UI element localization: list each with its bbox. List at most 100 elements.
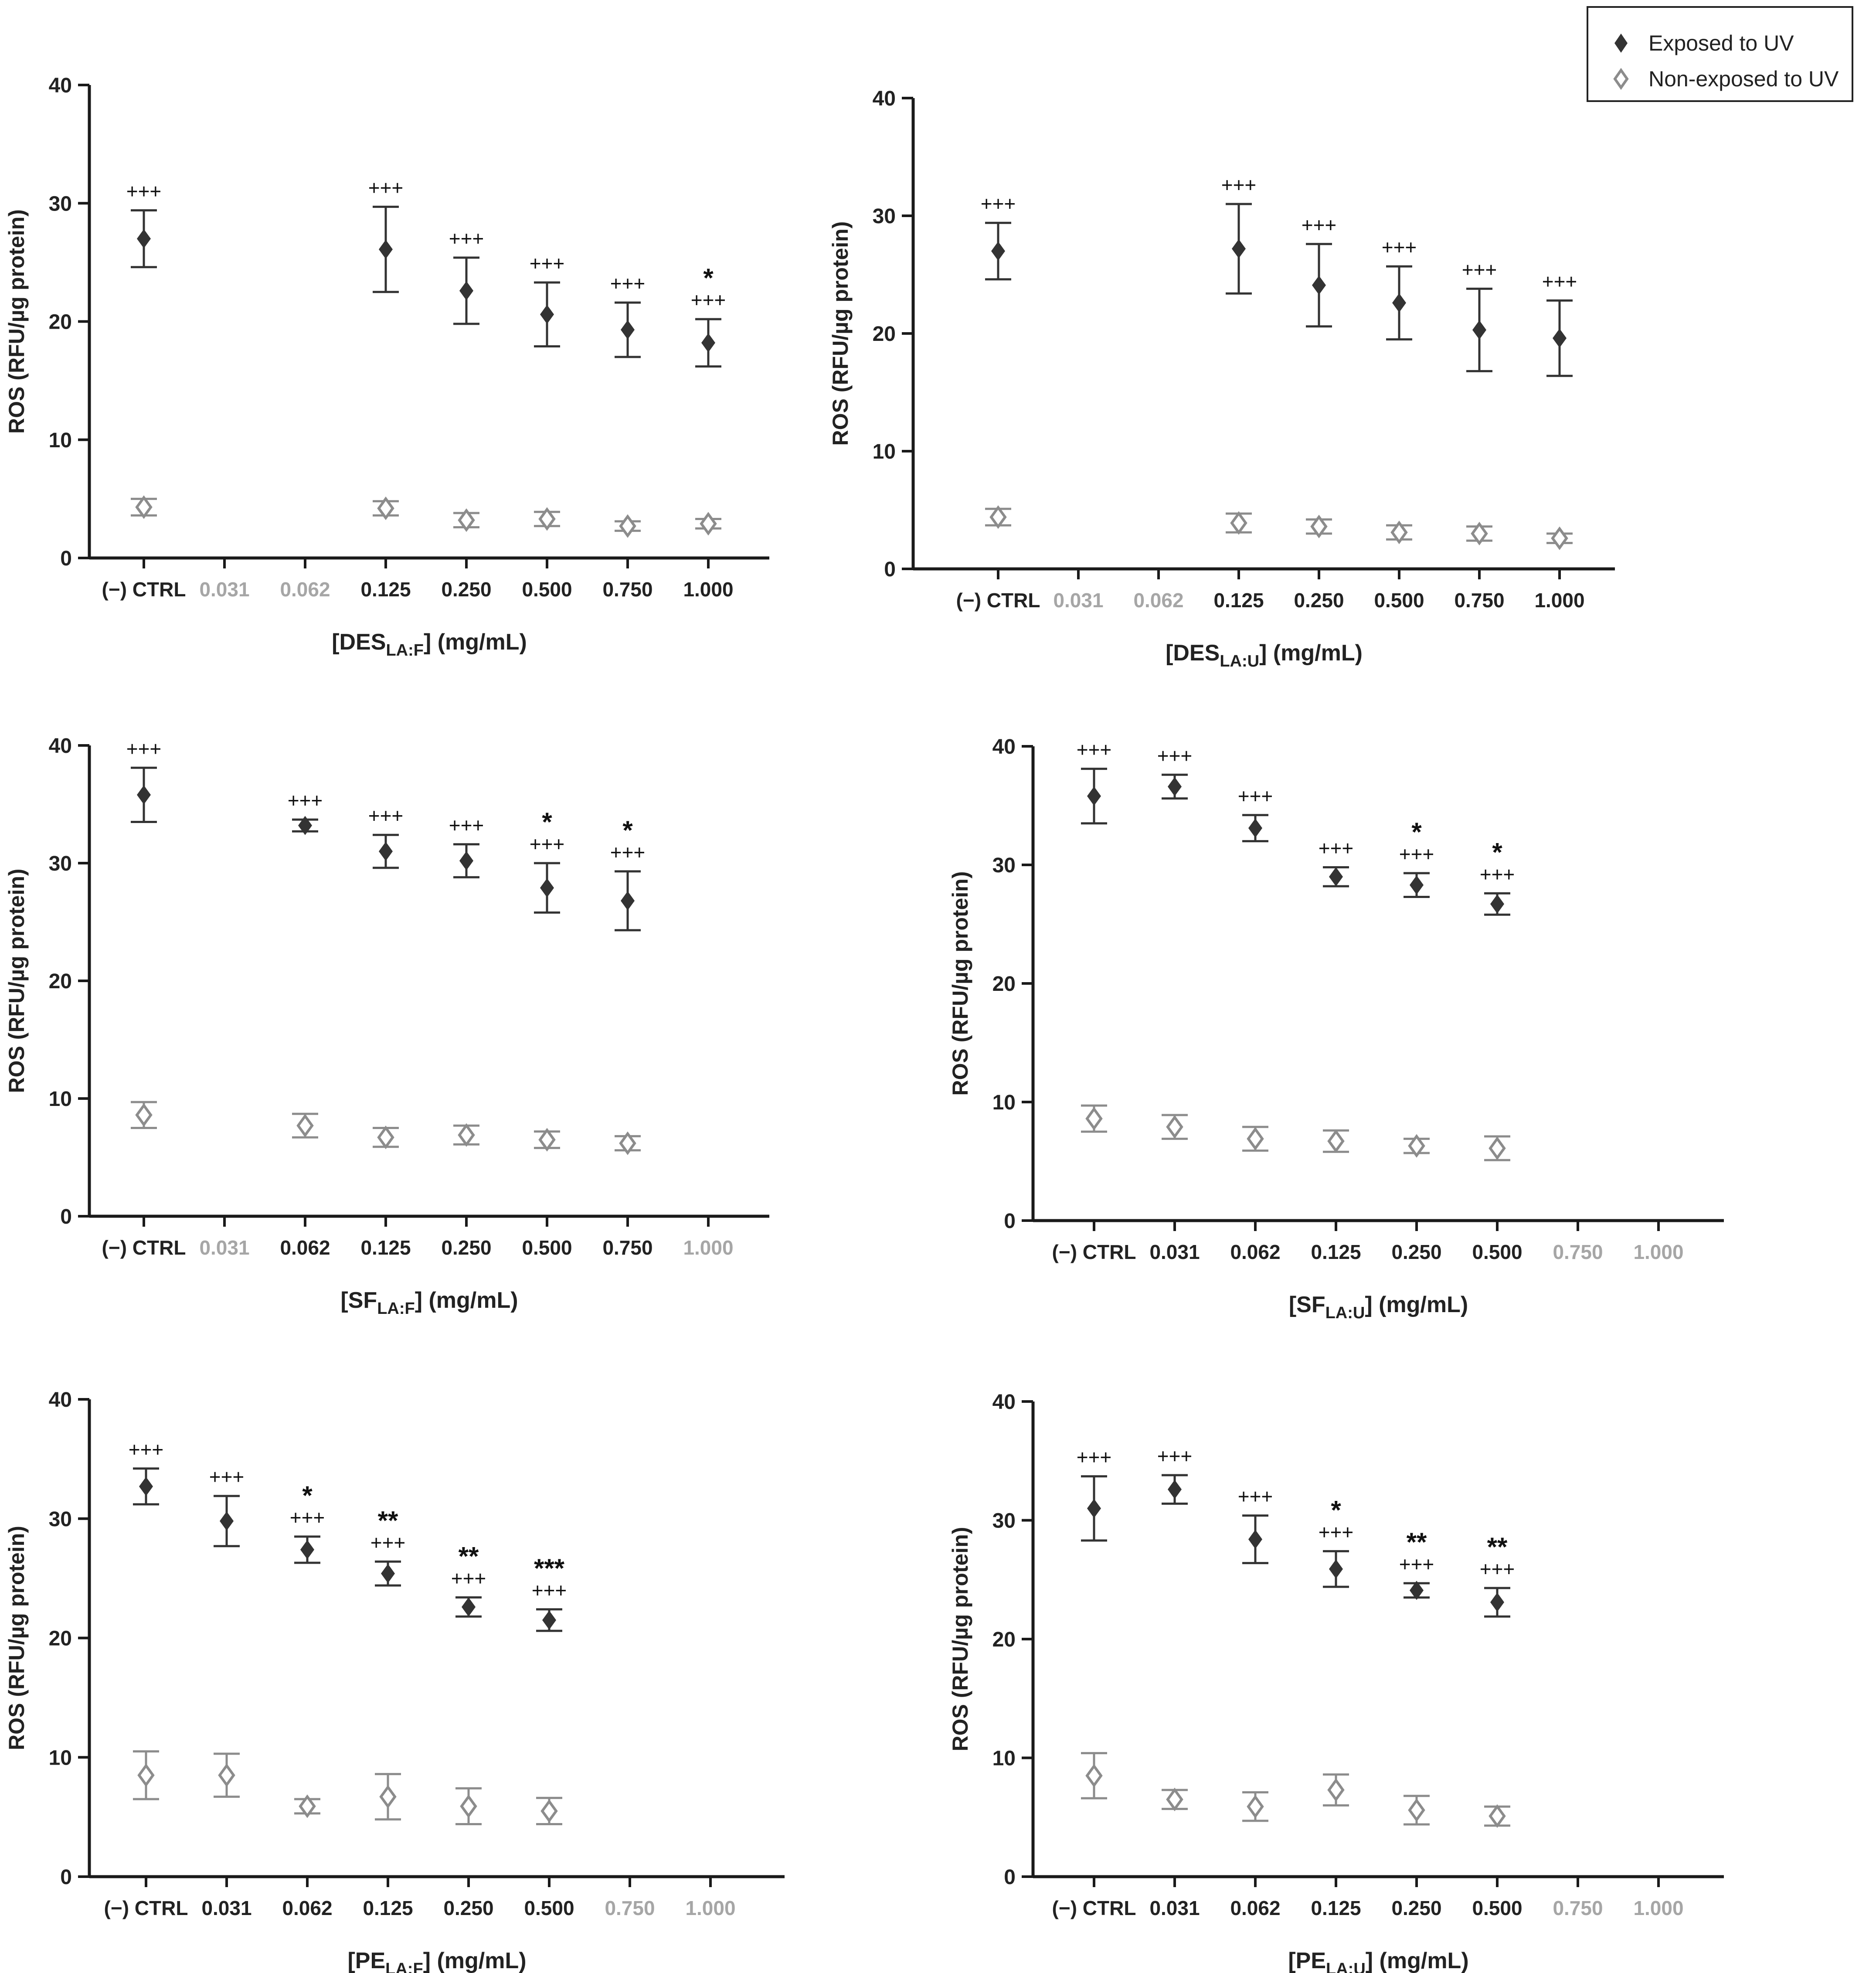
data-point-non-exposed <box>1471 521 1488 546</box>
data-point-exposed <box>381 1564 395 1583</box>
x-axis-title-suffix: ] (mg/mL) <box>415 1288 518 1313</box>
significance-plus: +++ <box>1399 1553 1434 1575</box>
y-tick-label: 0 <box>1004 1210 1016 1233</box>
data-point-non-exposed <box>1327 1129 1345 1153</box>
data-point-exposed <box>1490 894 1504 914</box>
x-tick-label: 0.031 <box>1149 1241 1200 1263</box>
chart-panel-des-la-f: 0 10 20 30 40 (−) CTRL 0.031 0.062 0.125 0.250 0.5… <box>4 74 769 660</box>
y-tick-label: 10 <box>49 1088 72 1111</box>
data-point-exposed <box>1329 867 1343 887</box>
x-axis-title-prefix: [PE <box>1288 1948 1326 1973</box>
x-tick-label: 0.500 <box>1472 1897 1522 1919</box>
x-tick-label: (−) CTRL <box>104 1897 188 1919</box>
y-tick-label: 40 <box>49 74 72 97</box>
x-tick-label: 0.062 <box>282 1897 332 1919</box>
significance-star: * <box>1492 837 1502 867</box>
significance-plus: +++ <box>449 227 484 250</box>
data-point-non-exposed <box>1247 1795 1264 1819</box>
y-axis-title: ROS (RFU/µg protein) <box>948 1527 972 1752</box>
legend-box: Exposed to UV Non-exposed to UV <box>1587 6 1853 102</box>
data-point-non-exposed <box>540 1799 558 1823</box>
y-tick-label: 20 <box>49 311 72 334</box>
data-point-non-exposed <box>296 1113 314 1138</box>
x-axis-title: [DESLA:F] (mg/mL) <box>332 629 527 660</box>
y-tick-label: 30 <box>992 854 1016 877</box>
x-tick-label: 0.125 <box>360 578 411 601</box>
y-tick-label: 20 <box>992 973 1016 996</box>
x-tick-label: 0.500 <box>524 1897 574 1919</box>
y-tick-label: 20 <box>992 1628 1016 1651</box>
data-point-non-exposed <box>1408 1134 1425 1158</box>
significance-plus: +++ <box>1238 1485 1273 1508</box>
significance-plus: +++ <box>1480 863 1515 885</box>
significance-plus: +++ <box>532 1579 567 1602</box>
data-point-exposed <box>1329 1559 1343 1579</box>
data-point-exposed <box>137 229 151 248</box>
significance-plus: +++ <box>1462 258 1497 281</box>
x-axis-title-prefix: [DES <box>332 629 386 655</box>
data-point-exposed <box>462 1597 476 1617</box>
significance-star: *** <box>534 1554 565 1583</box>
data-point-non-exposed <box>989 505 1007 529</box>
x-tick-label: (−) CTRL <box>956 589 1040 612</box>
y-tick-label: 20 <box>49 970 72 993</box>
y-tick-label: 20 <box>873 323 896 346</box>
data-point-non-exposed <box>1489 1804 1506 1828</box>
x-tick-label: 0.031 <box>201 1897 251 1919</box>
x-tick-label: 0.062 <box>1133 589 1183 612</box>
data-point-exposed <box>621 891 635 911</box>
x-tick-label: 0.062 <box>1230 1241 1280 1263</box>
data-point-exposed <box>379 240 393 259</box>
data-point-non-exposed <box>1310 514 1328 538</box>
x-axis-title-prefix: [DES <box>1166 640 1220 666</box>
legend-label-non-exposed: Non-exposed to UV <box>1648 67 1839 91</box>
chart-panel-sf-la-u: 0 10 20 30 40 (−) CTRL 0.031 0.062 0.125 0.250 0.5… <box>948 735 1724 1322</box>
x-tick-label: 0.125 <box>1311 1241 1361 1263</box>
significance-plus: +++ <box>126 180 162 203</box>
x-tick-label: 0.062 <box>280 1236 330 1259</box>
y-tick-label: 0 <box>884 558 896 581</box>
chart-panel-pe-la-u: 0 10 20 30 40 (−) CTRL 0.031 0.062 0.125 0.250 0.5… <box>948 1391 1724 1973</box>
x-axis-title-subscript: LA:U <box>1325 1304 1365 1322</box>
significance-star: * <box>622 816 633 845</box>
x-axis-title: [PELA:F] (mg/mL) <box>347 1948 526 1973</box>
significance-plus: +++ <box>209 1466 245 1488</box>
y-tick-label: 30 <box>992 1510 1016 1533</box>
y-tick-label: 0 <box>60 547 72 570</box>
open-diamond-icon <box>1606 64 1636 94</box>
significance-star: * <box>1411 817 1422 847</box>
data-point-exposed <box>1553 328 1567 348</box>
data-point-non-exposed <box>700 512 717 536</box>
data-point-non-exposed <box>377 1125 394 1150</box>
y-axis-title: ROS (RFU/µg protein) <box>4 1526 29 1750</box>
significance-plus: +++ <box>449 814 484 837</box>
y-tick-label: 20 <box>49 1627 72 1650</box>
significance-star: * <box>1331 1495 1341 1524</box>
x-tick-label: 0.750 <box>1454 589 1504 612</box>
x-tick-label: 0.062 <box>1230 1897 1280 1919</box>
x-axis-title-prefix: [SF <box>1289 1292 1325 1317</box>
data-point-non-exposed <box>1390 520 1408 544</box>
x-tick-label: 0.062 <box>280 578 330 601</box>
x-tick-label: (−) CTRL <box>1052 1897 1136 1919</box>
x-tick-label: 0.031 <box>1149 1897 1200 1919</box>
data-point-exposed <box>1248 818 1262 838</box>
data-point-non-exposed <box>218 1763 235 1787</box>
y-tick-label: 40 <box>873 87 896 110</box>
x-tick-label: (−) CTRL <box>1052 1241 1136 1263</box>
significance-star: ** <box>1487 1532 1508 1561</box>
x-axis-title-suffix: ] (mg/mL) <box>423 1948 527 1973</box>
x-tick-label: 0.125 <box>1311 1897 1361 1919</box>
x-axis-title-subscript: LA:F <box>377 1299 415 1318</box>
data-point-exposed <box>1312 276 1326 295</box>
y-tick-label: 40 <box>992 1391 1016 1414</box>
y-tick-label: 10 <box>992 1747 1016 1770</box>
significance-plus: +++ <box>1238 785 1273 807</box>
x-axis-title: [PELA:U] (mg/mL) <box>1288 1948 1468 1973</box>
data-point-non-exposed <box>1085 1764 1103 1788</box>
data-point-non-exposed <box>619 514 636 538</box>
x-tick-label: 0.031 <box>199 578 249 601</box>
x-tick-label: 0.250 <box>441 1236 491 1259</box>
x-tick-label: 0.750 <box>605 1897 655 1919</box>
